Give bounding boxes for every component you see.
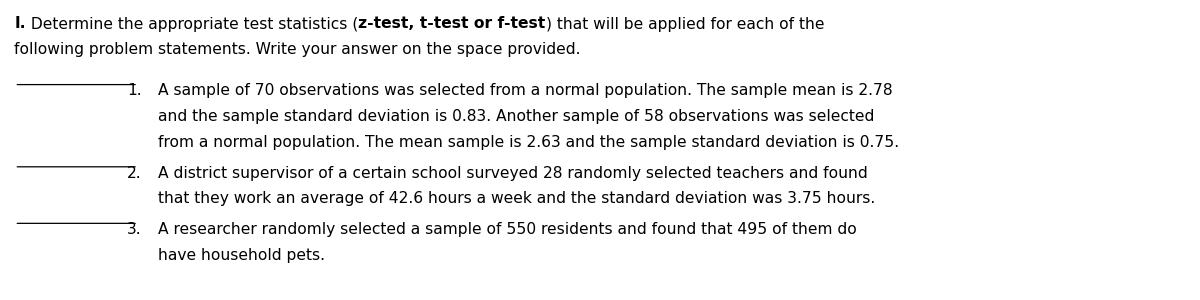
Text: A district supervisor of a certain school surveyed 28 randomly selected teachers: A district supervisor of a certain schoo…	[158, 166, 868, 181]
Text: that they work an average of 42.6 hours a week and the standard deviation was 3.: that they work an average of 42.6 hours …	[158, 191, 876, 206]
Text: 1.: 1.	[127, 83, 142, 98]
Text: have household pets.: have household pets.	[158, 248, 325, 263]
Text: z-test, t-test or f-test: z-test, t-test or f-test	[359, 16, 546, 32]
Text: following problem statements. Write your answer on the space provided.: following problem statements. Write your…	[14, 42, 581, 57]
Text: A researcher randomly selected a sample of 550 residents and found that 495 of t: A researcher randomly selected a sample …	[158, 222, 857, 237]
Text: ) that will be applied for each of the: ) that will be applied for each of the	[546, 16, 824, 32]
Text: 2.: 2.	[127, 166, 142, 181]
Text: A sample of 70 observations was selected from a normal population. The sample me: A sample of 70 observations was selected…	[158, 83, 893, 98]
Text: from a normal population. The mean sample is 2.63 and the sample standard deviat: from a normal population. The mean sampl…	[158, 135, 900, 150]
Text: I.: I.	[14, 16, 26, 32]
Text: Determine the appropriate test statistics (: Determine the appropriate test statistic…	[26, 16, 359, 32]
Text: 3.: 3.	[127, 222, 142, 237]
Text: and the sample standard deviation is 0.83. Another sample of 58 observations was: and the sample standard deviation is 0.8…	[158, 109, 875, 124]
